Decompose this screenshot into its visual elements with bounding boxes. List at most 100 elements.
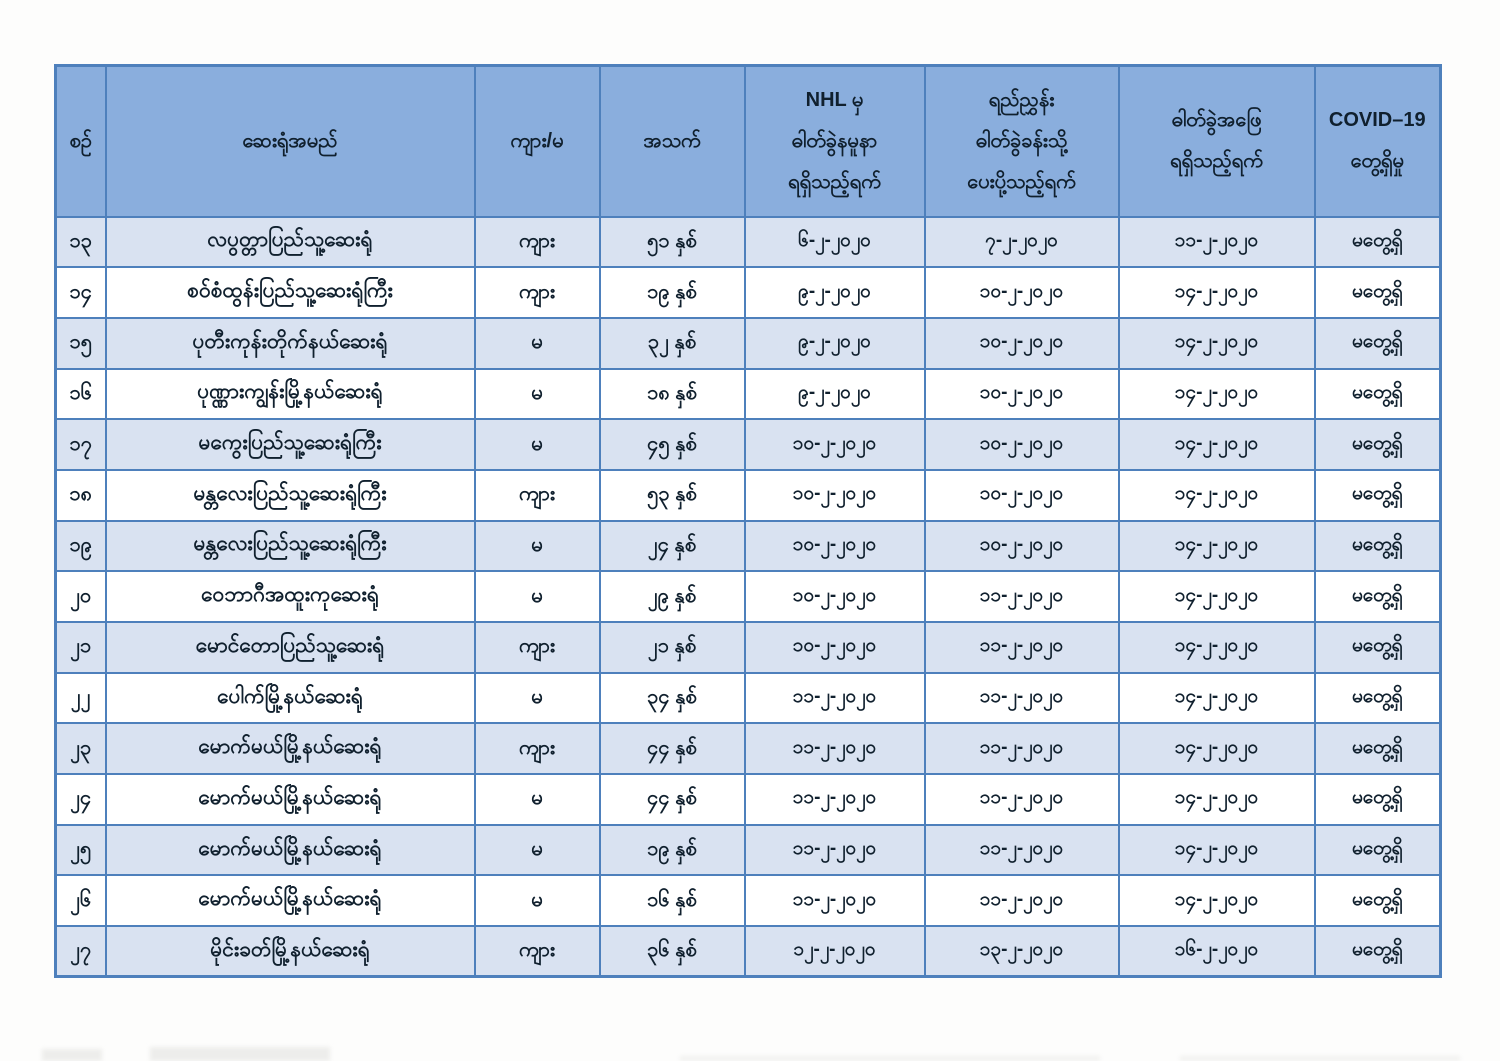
cell-result-received-date: ၁၄-၂-၂၀၂၀: [1117, 468, 1316, 522]
cell-result-received-date: ၁၄-၂-၂၀၂၀: [1117, 570, 1316, 623]
cell-reference-lab-date: ၇-၂-၂၀၂၀: [923, 215, 1120, 269]
cell-hospital-name: မောက်မယ်မြို့နယ်ဆေးရုံ: [104, 823, 476, 877]
cell-nhl-sample-date: ၁၀-၂-၂၀၂၀: [743, 570, 926, 623]
cell-nhl-sample-date: ၁၀-၂-၂၀၂၀: [743, 519, 926, 573]
cell-covid-result: မတွေ့ရှိ: [1313, 722, 1442, 776]
cell-age: ၄၄ နှစ်: [598, 722, 746, 776]
cell-gender: မ: [473, 316, 601, 370]
header-nhl-sample-received-date: NHL မှ ဓါတ်ခွဲနမူနာ ရရှိသည့်ရက်: [743, 64, 926, 218]
cell-hospital-name: ပုဏ္ဏားကျွန်းမြို့နယ်ဆေးရုံ: [104, 367, 476, 421]
header-label: ကျား/မ: [510, 129, 564, 152]
cell-hospital-name: မောက်မယ်မြို့နယ်ဆေးရုံ: [104, 722, 476, 776]
cell-age: ၃၄ နှစ်: [598, 671, 746, 725]
header-label: ဓါတ်ခွဲနမူနာ: [791, 129, 878, 152]
cell-covid-result: မတွေ့ရှိ: [1313, 418, 1442, 471]
cell-serial-number: ၂၀: [54, 570, 107, 623]
cell-reference-lab-date: ၁၃-၂-၂၀၂၀: [923, 925, 1120, 978]
cutoff-smudge: [42, 1049, 102, 1061]
cell-age: ၂၁ နှစ်: [598, 621, 746, 674]
cell-covid-result: မတွေ့ရှိ: [1313, 215, 1442, 269]
cell-reference-lab-date: ၁၀-၂-၂၀၂၀: [923, 266, 1120, 319]
cell-age: ၄၅ နှစ်: [598, 418, 746, 471]
cell-age: ၁၉ နှစ်: [598, 823, 746, 877]
cell-hospital-name: မန္တလေးပြည်သူ့ဆေးရုံကြီး: [104, 468, 476, 522]
header-gender: ကျား/မ: [473, 64, 601, 218]
cell-covid-result: မတွေ့ရှိ: [1313, 773, 1442, 826]
cell-result-received-date: ၁၄-၂-၂၀၂၀: [1117, 874, 1316, 928]
table-body: ၁၃ လပွတ္တာပြည်သူ့ဆေးရုံ ကျား ၅၁ နှစ် ၆-၂…: [54, 215, 1442, 978]
cell-nhl-sample-date: ၁၁-၂-၂၀၂၀: [743, 671, 926, 725]
cell-nhl-sample-date: ၉-၂-၂၀၂၀: [743, 367, 926, 421]
cell-covid-result: မတွေ့ရှိ: [1313, 874, 1442, 928]
cell-nhl-sample-date: ၆-၂-၂၀၂၀: [743, 215, 926, 269]
cell-covid-result: မတွေ့ရှိ: [1313, 519, 1442, 573]
table-row: ၂၄ မောက်မယ်မြို့နယ်ဆေးရုံ မ ၄၄ နှစ် ၁၁-၂…: [54, 773, 1442, 826]
cell-age: ၂၉ နှစ်: [598, 570, 746, 623]
cell-age: ၁၆ နှစ်: [598, 874, 746, 928]
header-label: ရည်ညွှန်း: [988, 88, 1055, 111]
cutoff-smudge: [150, 1047, 330, 1061]
cell-gender: မ: [473, 823, 601, 877]
header-label: အသက်: [643, 129, 701, 152]
cell-serial-number: ၁၆: [54, 367, 107, 421]
cell-serial-number: ၂၃: [54, 722, 107, 776]
covid-lab-results-table-container: စဉ် ဆေးရုံအမည် ကျား/မ အသက် NHL မှ ဓါတ်ခွ…: [54, 64, 1442, 979]
cell-reference-lab-date: ၁၁-၂-၂၀၂၀: [923, 621, 1120, 674]
cell-age: ၃၆ နှစ်: [598, 925, 746, 978]
cell-serial-number: ၁၉: [54, 519, 107, 573]
cell-reference-lab-date: ၁၁-၂-၂၀၂၀: [923, 570, 1120, 623]
header-serial: စဉ်: [54, 64, 107, 218]
cell-result-received-date: ၁၄-၂-၂၀၂၀: [1117, 773, 1316, 826]
cell-age: ၅၁ နှစ်: [598, 215, 746, 269]
cell-nhl-sample-date: ၁၂-၂-၂၀၂၀: [743, 925, 926, 978]
table-row: ၂၃ မောက်မယ်မြို့နယ်ဆေးရုံ ကျား ၄၄ နှစ် ၁…: [54, 722, 1442, 776]
cell-gender: မ: [473, 418, 601, 471]
cell-result-received-date: ၁၆-၂-၂၀၂၀: [1117, 925, 1316, 978]
cell-serial-number: ၁၃: [54, 215, 107, 269]
cell-gender: မ: [473, 671, 601, 725]
header-label: ပေးပို့သည့်ရက်: [967, 170, 1076, 193]
cell-hospital-name: စဝ်စံထွန်းပြည်သူ့ဆေးရုံကြီး: [104, 266, 476, 319]
cell-gender: ကျား: [473, 925, 601, 978]
cell-age: ၁၉ နှစ်: [598, 266, 746, 319]
cell-covid-result: မတွေ့ရှိ: [1313, 266, 1442, 319]
cell-serial-number: ၂၄: [54, 773, 107, 826]
cell-covid-result: မတွေ့ရှိ: [1313, 468, 1442, 522]
table-row: ၁၄ စဝ်စံထွန်းပြည်သူ့ဆေးရုံကြီး ကျား ၁၉ န…: [54, 266, 1442, 319]
cell-age: ၃၂ နှစ်: [598, 316, 746, 370]
cell-nhl-sample-date: ၉-၂-၂၀၂၀: [743, 316, 926, 370]
cell-hospital-name: မောက်မယ်မြို့နယ်ဆေးရုံ: [104, 773, 476, 826]
table-row: ၁၇ မကွေးပြည်သူ့ဆေးရုံကြီး မ ၄၅ နှစ် ၁၀-၂…: [54, 418, 1442, 471]
header-label: ရရှိသည့်ရက်: [1170, 150, 1263, 173]
cell-serial-number: ၂၅: [54, 823, 107, 877]
header-label: စဉ်: [69, 129, 92, 152]
cell-hospital-name: လပွတ္တာပြည်သူ့ဆေးရုံ: [104, 215, 476, 269]
cell-nhl-sample-date: ၁၀-၂-၂၀၂၀: [743, 468, 926, 522]
cell-serial-number: ၁၇: [54, 418, 107, 471]
cell-gender: မ: [473, 773, 601, 826]
cell-hospital-name: မန္တလေးပြည်သူ့ဆေးရုံကြီး: [104, 519, 476, 573]
table-row: ၁၃ လပွတ္တာပြည်သူ့ဆေးရုံ ကျား ၅၁ နှစ် ၆-၂…: [54, 215, 1442, 269]
cell-hospital-name: ဝေဘာဂီအထူးကုဆေးရုံ: [104, 570, 476, 623]
header-covid19-detection: COVID–19 တွေ့ရှိမှု: [1313, 64, 1442, 218]
cell-reference-lab-date: ၁၁-၂-၂၀၂၀: [923, 722, 1120, 776]
cell-reference-lab-date: ၁၀-၂-၂၀၂၀: [923, 519, 1120, 573]
cell-nhl-sample-date: ၁၀-၂-၂၀၂၀: [743, 418, 926, 471]
table-row: ၂၂ ပေါက်မြို့နယ်ဆေးရုံ မ ၃၄ နှစ် ၁၁-၂-၂၀…: [54, 671, 1442, 725]
cell-age: ၁၈ နှစ်: [598, 367, 746, 421]
table-row: ၂၁ မောင်တောပြည်သူ့ဆေးရုံ ကျား ၂၁ နှစ် ၁၀…: [54, 621, 1442, 674]
cell-result-received-date: ၁၄-၂-၂၀၂၀: [1117, 418, 1316, 471]
cell-reference-lab-date: ၁၁-၂-၂၀၂၀: [923, 671, 1120, 725]
cell-age: ၂၄ နှစ်: [598, 519, 746, 573]
cell-covid-result: မတွေ့ရှိ: [1313, 823, 1442, 877]
cell-result-received-date: ၁၄-၂-၂၀၂၀: [1117, 722, 1316, 776]
cell-hospital-name: မကွေးပြည်သူ့ဆေးရုံကြီး: [104, 418, 476, 471]
cell-reference-lab-date: ၁၁-၂-၂၀၂၀: [923, 823, 1120, 877]
cell-gender: မ: [473, 519, 601, 573]
cell-covid-result: မတွေ့ရှိ: [1313, 925, 1442, 978]
cell-result-received-date: ၁၄-၂-၂၀၂၀: [1117, 519, 1316, 573]
header-reference-lab-sent-date: ရည်ညွှန်း ဓါတ်ခွဲခန်းသို့ ပေးပို့သည့်ရက်: [923, 64, 1120, 218]
cell-covid-result: မတွေ့ရှိ: [1313, 367, 1442, 421]
header-label: ရရှိသည့်ရက်: [788, 170, 881, 193]
cell-result-received-date: ၁၄-၂-၂၀၂၀: [1117, 823, 1316, 877]
